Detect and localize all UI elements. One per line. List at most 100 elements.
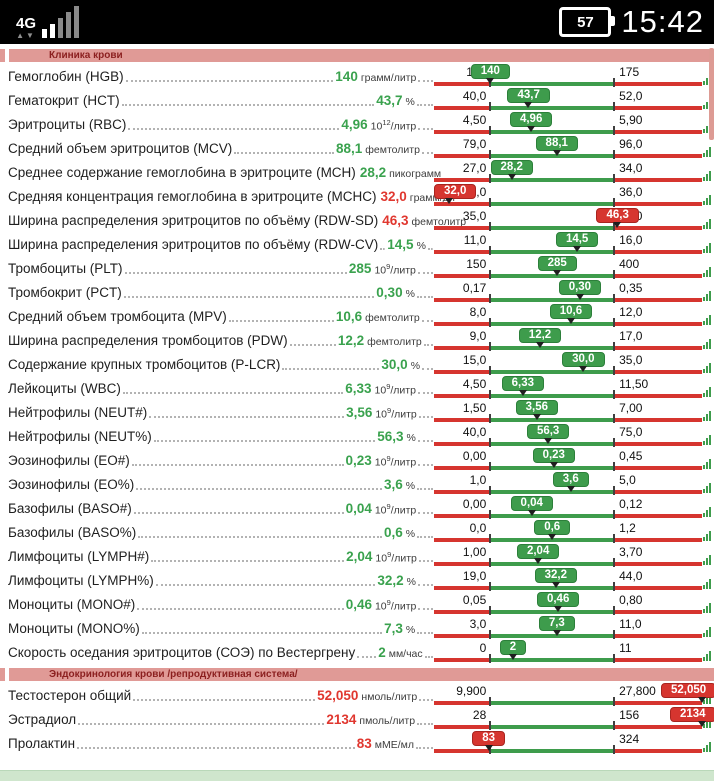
parameter-name: Тромбокрит (PCT) xyxy=(8,285,122,301)
history-chart-icon[interactable] xyxy=(702,161,714,185)
parameter-row[interactable]: Гематокрит (HCT) 43,7 % 40,0 52,0 43,7 xyxy=(0,88,714,113)
signal-strength-icon xyxy=(42,4,80,40)
history-chart-icon[interactable] xyxy=(702,545,714,569)
history-chart-icon[interactable] xyxy=(702,449,714,473)
parameter-row[interactable]: Лейкоциты (WBC) 6,33 109/литр 4,50 11,50… xyxy=(0,376,714,401)
parameter-value: 52,050 xyxy=(317,688,359,704)
parameter-row[interactable]: Лимфоциты (LYMPH%) 32,2 % 19,0 44,0 32,2 xyxy=(0,568,714,593)
history-chart-icon[interactable] xyxy=(702,377,714,401)
history-chart-icon[interactable] xyxy=(702,353,714,377)
history-chart-icon[interactable] xyxy=(702,732,714,756)
parameter-unit: 109/литр xyxy=(374,597,417,613)
parameter-row[interactable]: Ширина распределения эритроцитов по объё… xyxy=(0,208,714,233)
parameter-row[interactable]: Эритроциты (RBC) 4,96 1012/литр 4,50 5,9… xyxy=(0,112,714,137)
value-badge: 0,6 xyxy=(534,520,571,535)
range-max-tick xyxy=(613,745,616,754)
dotted-leader xyxy=(149,416,345,418)
history-chart-icon[interactable] xyxy=(702,593,714,617)
parameter-row[interactable]: Средняя концентрация гемоглобина в эритр… xyxy=(0,184,714,209)
parameter-value: 56,3 xyxy=(377,429,404,445)
range-max-label: 7,00 xyxy=(619,401,643,415)
range-normal-line xyxy=(490,346,615,350)
reference-range-bar: 8,0 12,0 10,6 xyxy=(434,304,702,329)
parameter-row-left: Базофилы (BASO%) 0,6 % xyxy=(0,521,434,545)
results-list: Клиника крови Гемоглобин (HGB) 140 грамм… xyxy=(0,44,714,756)
parameter-row[interactable]: Нейтрофилы (NEUT%) 56,3 % 40,0 75,0 56,3 xyxy=(0,424,714,449)
parameter-unit: % xyxy=(410,360,421,373)
history-chart-icon[interactable] xyxy=(702,425,714,449)
history-chart-icon[interactable] xyxy=(702,401,714,425)
parameter-value: 46,3 xyxy=(382,213,409,229)
parameter-row[interactable]: Базофилы (BASO#) 0,04 109/литр 0,00 0,12… xyxy=(0,496,714,521)
dotted-leader xyxy=(121,104,375,106)
history-chart-icon[interactable] xyxy=(702,497,714,521)
range-max-label: 156 xyxy=(619,708,640,722)
scrollbar-thumb[interactable] xyxy=(709,48,714,140)
range-normal-line xyxy=(490,466,615,470)
range-max-label: 175 xyxy=(619,65,640,79)
reference-range-bar: 0 11 2 xyxy=(434,640,702,665)
range-normal-line xyxy=(490,490,615,494)
value-badge: 30,0 xyxy=(562,352,605,367)
reference-range-bar: 0,05 0,80 0,46 xyxy=(434,592,702,617)
history-chart-icon[interactable] xyxy=(702,641,714,665)
history-chart-icon[interactable] xyxy=(702,185,714,209)
value-pointer-icon xyxy=(566,318,575,324)
parameter-row[interactable]: Ширина распределения тромбоцитов (PDW) 1… xyxy=(0,328,714,353)
parameter-row[interactable]: Среднее содержание гемоглобина в эритроц… xyxy=(0,160,714,185)
range-max-tick xyxy=(613,78,616,87)
value-badge: 7,3 xyxy=(538,616,575,631)
history-chart-icon[interactable] xyxy=(702,281,714,305)
parameter-unit: % xyxy=(406,432,416,445)
range-min-tick xyxy=(489,174,492,183)
parameter-row[interactable]: Средний объем тромбоцита (MPV) 10,6 фемт… xyxy=(0,304,714,329)
history-chart-icon[interactable] xyxy=(702,209,714,233)
range-max-label: 52,0 xyxy=(619,89,643,103)
parameter-unit: фемтолитр xyxy=(365,144,420,157)
history-chart-icon[interactable] xyxy=(702,473,714,497)
history-chart-icon[interactable] xyxy=(702,233,714,257)
section-header: Клиника крови xyxy=(0,48,714,63)
history-chart-icon[interactable] xyxy=(702,617,714,641)
history-chart-icon[interactable] xyxy=(702,569,714,593)
range-min-tick xyxy=(489,697,492,706)
parameter-name: Лейкоциты (WBC) xyxy=(8,381,121,397)
parameter-row[interactable]: Эозинофилы (EO#) 0,23 109/литр 0,00 0,45… xyxy=(0,448,714,473)
parameter-row[interactable]: Гемоглобин (HGB) 140 грамм/литр 140 175 … xyxy=(0,64,714,89)
range-max-tick xyxy=(613,486,616,495)
reference-range-bar: 79,0 96,0 88,1 xyxy=(434,136,702,161)
parameter-row[interactable]: Пролактин 83 мМЕ/мл 86 324 83 xyxy=(0,731,714,756)
parameter-row[interactable]: Содержание крупных тромбоцитов (P-LCR) 3… xyxy=(0,352,714,377)
history-chart-icon[interactable] xyxy=(702,329,714,353)
parameter-row[interactable]: Средний объем эритроцитов (MCV) 88,1 фем… xyxy=(0,136,714,161)
history-chart-icon[interactable] xyxy=(702,521,714,545)
parameter-row[interactable]: Нейтрофилы (NEUT#) 3,56 109/литр 1,50 7,… xyxy=(0,400,714,425)
range-max-tick xyxy=(613,462,616,471)
parameter-row[interactable]: Эстрадиол 2134 пмоль/литр 28 156 2134 xyxy=(0,707,714,732)
range-min-label: 9,0 xyxy=(469,329,487,343)
parameter-row[interactable]: Моноциты (MONO%) 7,3 % 3,0 11,0 7,3 xyxy=(0,616,714,641)
parameter-row[interactable]: Скорость оседания эритроцитов (СОЭ) по В… xyxy=(0,640,714,665)
parameter-value: 43,7 xyxy=(376,93,403,109)
value-pointer-icon xyxy=(579,366,588,372)
parameter-row[interactable]: Базофилы (BASO%) 0,6 % 0,0 1,2 0,6 xyxy=(0,520,714,545)
history-chart-icon[interactable] xyxy=(702,257,714,281)
parameter-row[interactable]: Лимфоциты (LYMPH#) 2,04 109/литр 1,00 3,… xyxy=(0,544,714,569)
parameter-row[interactable]: Тромбокрит (PCT) 0,30 % 0,17 0,35 0,30 xyxy=(0,280,714,305)
parameter-row[interactable]: Эозинофилы (EO%) 3,6 % 1,0 5,0 3,6 xyxy=(0,472,714,497)
parameter-unit: % xyxy=(416,240,426,253)
parameter-row[interactable]: Моноциты (MONO#) 0,46 109/литр 0,05 0,80… xyxy=(0,592,714,617)
range-min-label: 150 xyxy=(466,257,487,271)
reference-range-bar: 0,00 0,12 0,04 xyxy=(434,496,702,521)
history-chart-icon[interactable] xyxy=(702,137,714,161)
parameter-name: Среднее содержание гемоглобина в эритроц… xyxy=(8,165,356,181)
value-badge: 2134 xyxy=(670,707,714,722)
range-min-tick xyxy=(489,150,492,159)
reference-range-bar: 1,0 5,0 3,6 xyxy=(434,472,702,497)
range-normal-line xyxy=(490,634,615,638)
parameter-unit: % xyxy=(405,624,416,637)
parameter-row[interactable]: Тестостерон общий 52,050 нмоль/литр 9,90… xyxy=(0,683,714,708)
parameter-row[interactable]: Ширина распределения эритроцитов по объё… xyxy=(0,232,714,257)
parameter-row[interactable]: Тромбоциты (PLT) 285 109/литр 150 400 28… xyxy=(0,256,714,281)
history-chart-icon[interactable] xyxy=(702,305,714,329)
